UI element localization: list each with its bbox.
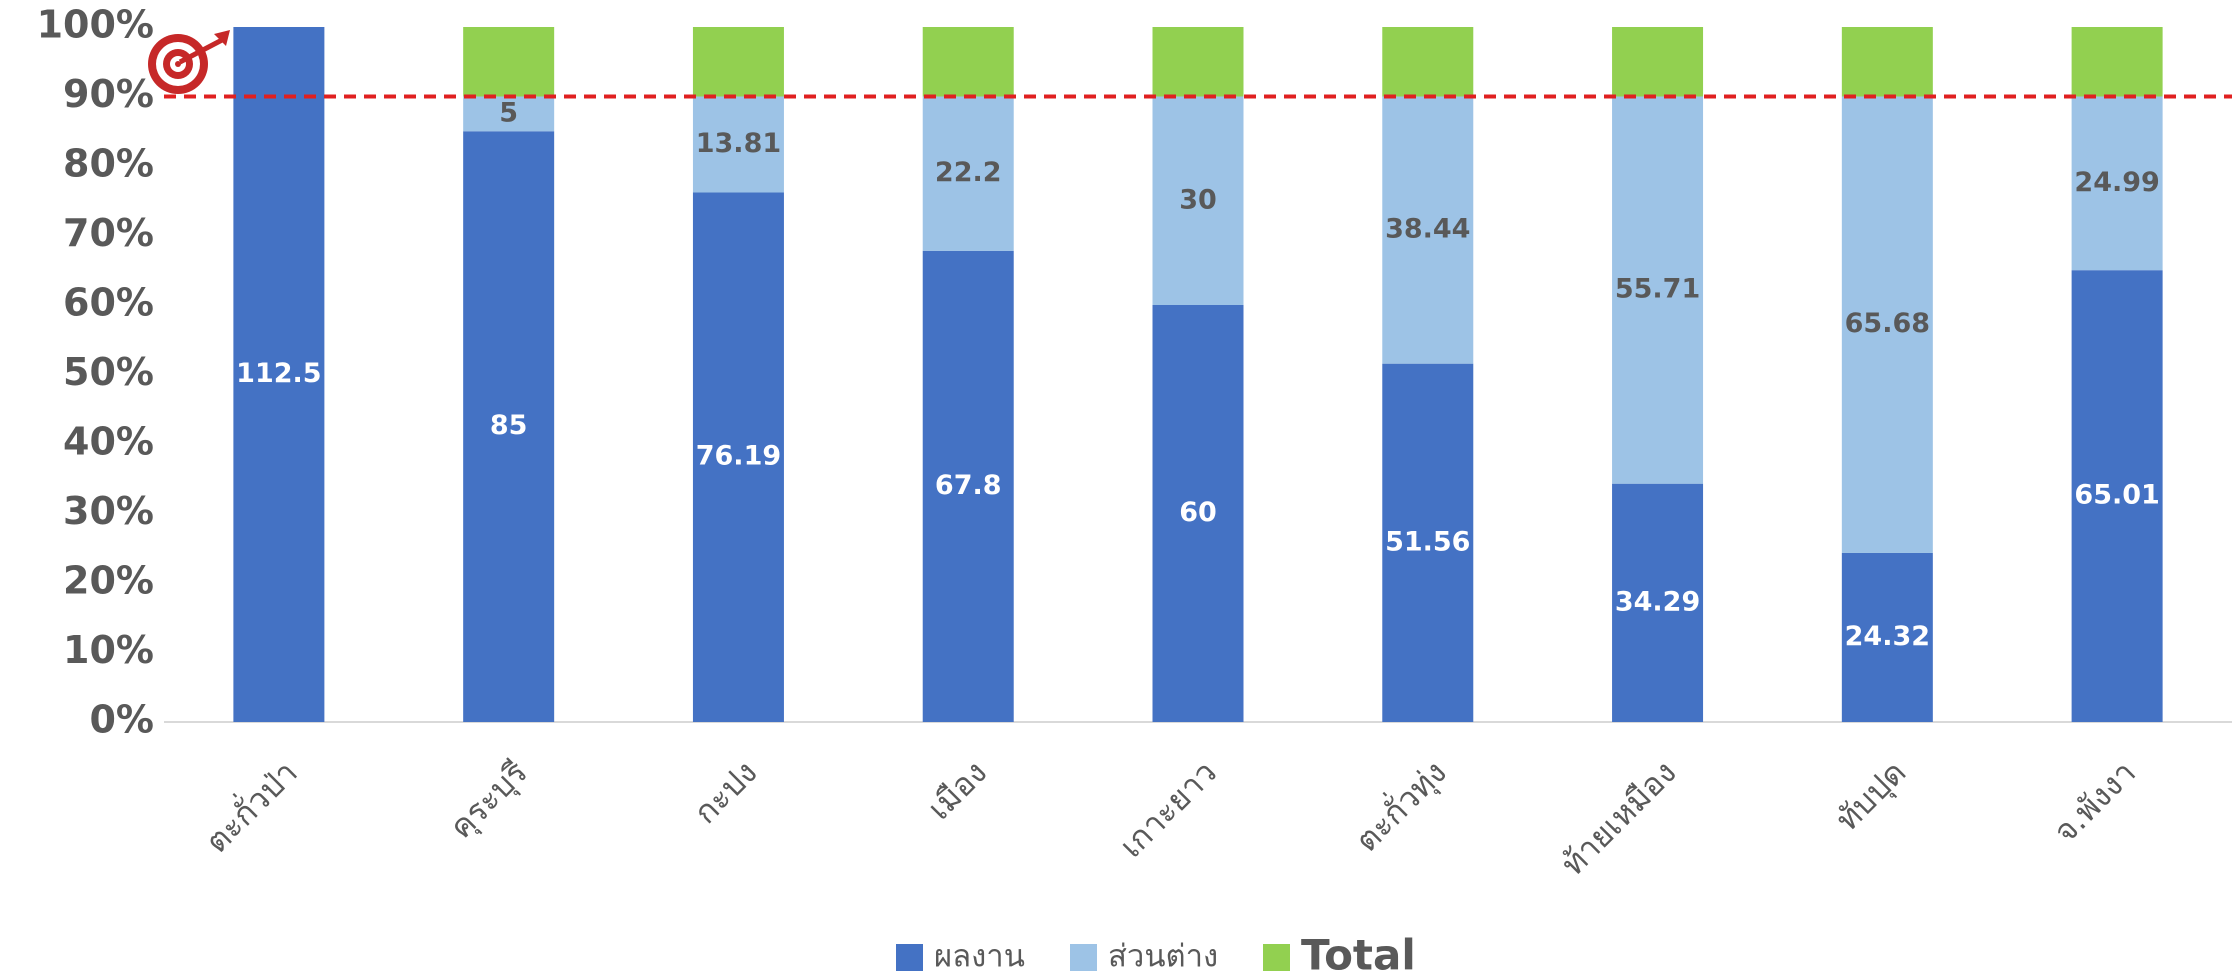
x-tick-label: คุระบุรี <box>442 753 536 847</box>
data-label: 65.68 <box>1845 308 1930 339</box>
legend-label: ส่วนต่าง <box>1108 939 1218 975</box>
bar-segment <box>692 192 784 722</box>
bar-segment <box>922 250 1014 722</box>
legend-swatch <box>896 944 923 971</box>
bar-segment <box>692 27 784 97</box>
y-tick-label: 90% <box>63 72 154 116</box>
bar-segment <box>1612 483 1704 722</box>
bar-segment <box>2071 27 2163 97</box>
bar-segment <box>1612 27 1704 97</box>
legend-label: ผลงาน <box>934 939 1025 975</box>
bar-segment <box>1382 27 1474 97</box>
data-label: 112.5 <box>236 358 321 389</box>
bar-segment <box>2071 270 2163 722</box>
data-label: 55.71 <box>1615 274 1700 305</box>
bar-segment <box>2071 96 2163 271</box>
x-tick-label: กะปง <box>686 753 764 831</box>
bar-segment <box>233 27 325 722</box>
bar-segment <box>463 96 555 132</box>
x-tick-label: ตะกั่วทุ่ง <box>1346 751 1455 860</box>
bar-segment <box>1612 96 1704 484</box>
data-label: 85 <box>490 410 528 441</box>
data-label: 67.8 <box>935 470 1002 501</box>
data-label: 5 <box>499 97 518 128</box>
x-tick-label: เมือง <box>920 753 994 827</box>
data-label: 60 <box>1179 497 1217 528</box>
data-label: 76.19 <box>696 441 781 472</box>
y-tick-label: 0% <box>89 698 154 742</box>
data-label: 51.56 <box>1385 526 1470 557</box>
legend-label: Total <box>1301 931 1416 980</box>
bar-segment <box>1152 305 1244 722</box>
bar-segment <box>1841 552 1933 722</box>
y-tick-label: 10% <box>63 628 154 672</box>
bar-segment <box>1841 27 1933 97</box>
bar-segment <box>1152 96 1244 305</box>
data-label: 30 <box>1179 184 1217 215</box>
data-label: 22.2 <box>935 157 1002 188</box>
x-tick-label: เกาะยาว <box>1112 753 1224 865</box>
data-label: 24.32 <box>1845 621 1930 652</box>
x-tick-label: ท้ายเหมือง <box>1554 753 1684 883</box>
legend-swatch <box>1263 944 1290 971</box>
bars <box>233 27 2163 722</box>
y-tick-label: 60% <box>63 281 154 325</box>
bar-segment <box>1152 27 1244 97</box>
data-label: 24.99 <box>2074 167 2159 198</box>
y-tick-label: 50% <box>63 350 154 394</box>
y-tick-label: 100% <box>37 3 154 47</box>
legend-swatch <box>1070 944 1097 971</box>
bar-segment <box>1841 96 1933 553</box>
x-tick-label: ตะกั่วป่า <box>196 751 305 860</box>
bar-segment <box>922 27 1014 97</box>
data-label: 38.44 <box>1385 214 1470 245</box>
bar-segment <box>922 96 1014 251</box>
bar-segment <box>1382 96 1474 364</box>
y-tick-label: 70% <box>63 211 154 255</box>
bar-segment <box>463 131 555 722</box>
bar-segment <box>463 27 555 97</box>
y-tick-label: 30% <box>63 489 154 533</box>
target-icon <box>148 30 230 94</box>
y-tick-label: 40% <box>63 420 154 464</box>
y-tick-label: 80% <box>63 142 154 186</box>
data-label: 34.29 <box>1615 586 1700 617</box>
y-tick-label: 20% <box>63 559 154 603</box>
x-tick-label: ทับปุด <box>1828 753 1914 839</box>
data-label: 13.81 <box>696 128 781 159</box>
data-label: 65.01 <box>2074 480 2159 511</box>
bar-segment <box>1382 363 1474 722</box>
x-tick-label: จ.พังงา <box>2046 753 2143 850</box>
bar-segment <box>692 96 784 193</box>
